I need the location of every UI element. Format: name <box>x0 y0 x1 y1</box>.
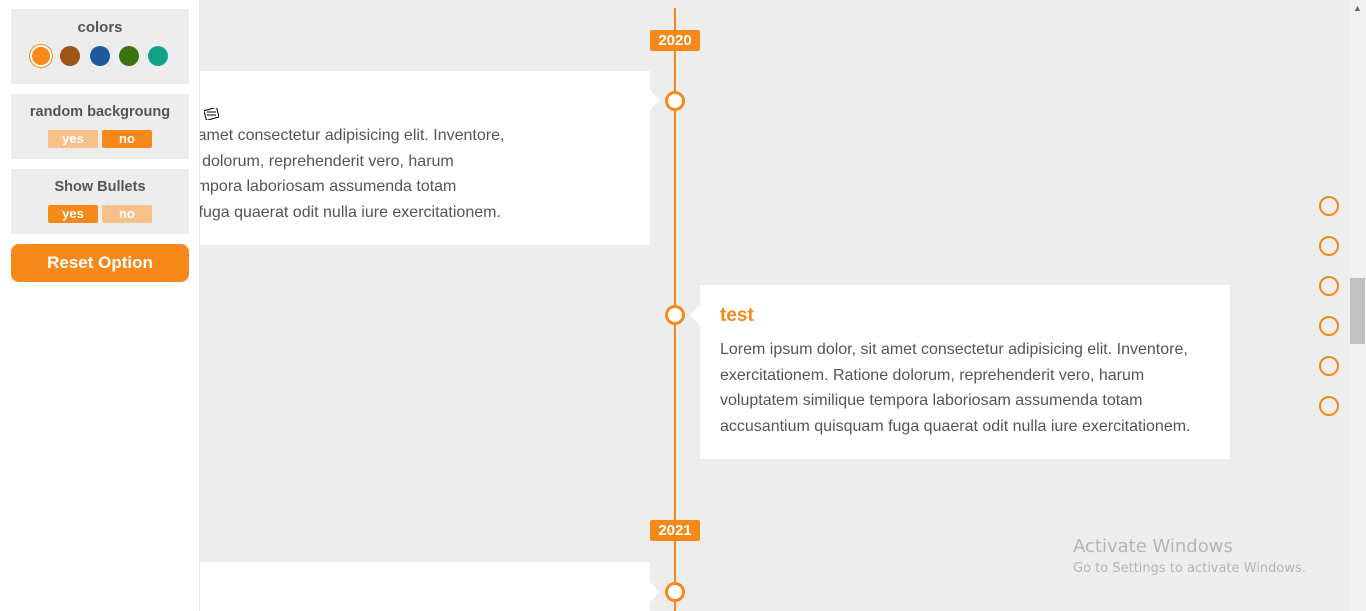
scroll-up-arrow-icon[interactable]: ▲ <box>1353 3 1362 13</box>
card-title: test <box>720 305 754 326</box>
card-text-line: voluptatem similique tempora laboriosam … <box>720 392 1143 409</box>
colors-label: colors <box>77 19 123 36</box>
color-swatch-teal[interactable] <box>148 46 168 66</box>
random-background-label: random backgroung <box>29 104 171 120</box>
nav-dot[interactable] <box>1319 236 1339 256</box>
activate-windows-watermark: Activate Windows Go to Settings to activ… <box>1073 536 1306 576</box>
color-swatch-blue[interactable] <box>90 46 110 66</box>
color-swatch-green[interactable] <box>119 46 139 66</box>
timeline-card-right: test Lorem ipsum dolor, sit amet consect… <box>690 285 1230 459</box>
random-background-yes-button[interactable]: yes <box>48 130 98 148</box>
drag-cursor-icon <box>204 108 219 120</box>
color-swatch-orange[interactable] <box>30 45 52 67</box>
card-text-line: accusantium quisquam fuga quaerat odit n… <box>720 417 1191 435</box>
nav-dot[interactable] <box>1319 396 1339 416</box>
options-panel: colors random backgroung yes no Show Bul… <box>0 0 200 611</box>
nav-dot[interactable] <box>1319 316 1339 336</box>
scrollbar-thumb[interactable] <box>1350 278 1365 344</box>
colors-option: colors <box>11 9 189 84</box>
card-text-line: tium quisquam fuga quaerat odit nulla iu… <box>110 203 501 221</box>
year-badge-2021: 2021 <box>650 520 700 541</box>
card-pointer <box>650 582 660 602</box>
watermark-subtitle: Go to Settings to activate Windows. <box>1073 561 1306 576</box>
nav-dot[interactable] <box>1319 196 1339 216</box>
timeline-node[interactable] <box>665 91 685 111</box>
nav-dot[interactable] <box>1319 276 1339 296</box>
watermark-title: Activate Windows <box>1073 536 1233 557</box>
timeline-node[interactable] <box>665 305 685 325</box>
card-text-line: Lorem ipsum dolor, sit amet consectetur … <box>720 341 1188 358</box>
show-bullets-no-button[interactable]: no <box>102 205 152 223</box>
card-text-line: psum dolor, sit amet consectetur adipisi… <box>110 127 505 144</box>
card-body: psum dolor, sit amet consectetur adipisi… <box>110 123 630 225</box>
show-bullets-option: Show Bullets yes no <box>11 169 189 234</box>
random-background-option: random backgroung yes no <box>11 94 189 159</box>
show-bullets-yes-button[interactable]: yes <box>48 205 98 223</box>
year-badge-2020: 2020 <box>650 30 700 51</box>
color-swatch-brown[interactable] <box>60 46 80 66</box>
nav-dot[interactable] <box>1319 356 1339 376</box>
show-bullets-label: Show Bullets <box>54 179 146 195</box>
timeline-node[interactable] <box>665 582 685 602</box>
vertical-scrollbar[interactable]: ▲ <box>1349 0 1366 611</box>
random-background-no-button[interactable]: no <box>102 130 152 148</box>
reset-option-button[interactable]: Reset Option <box>11 244 189 282</box>
card-text-line: exercitationem. Ratione dolorum, reprehe… <box>720 366 1145 384</box>
card-pointer <box>690 305 700 325</box>
card-pointer <box>650 90 660 110</box>
